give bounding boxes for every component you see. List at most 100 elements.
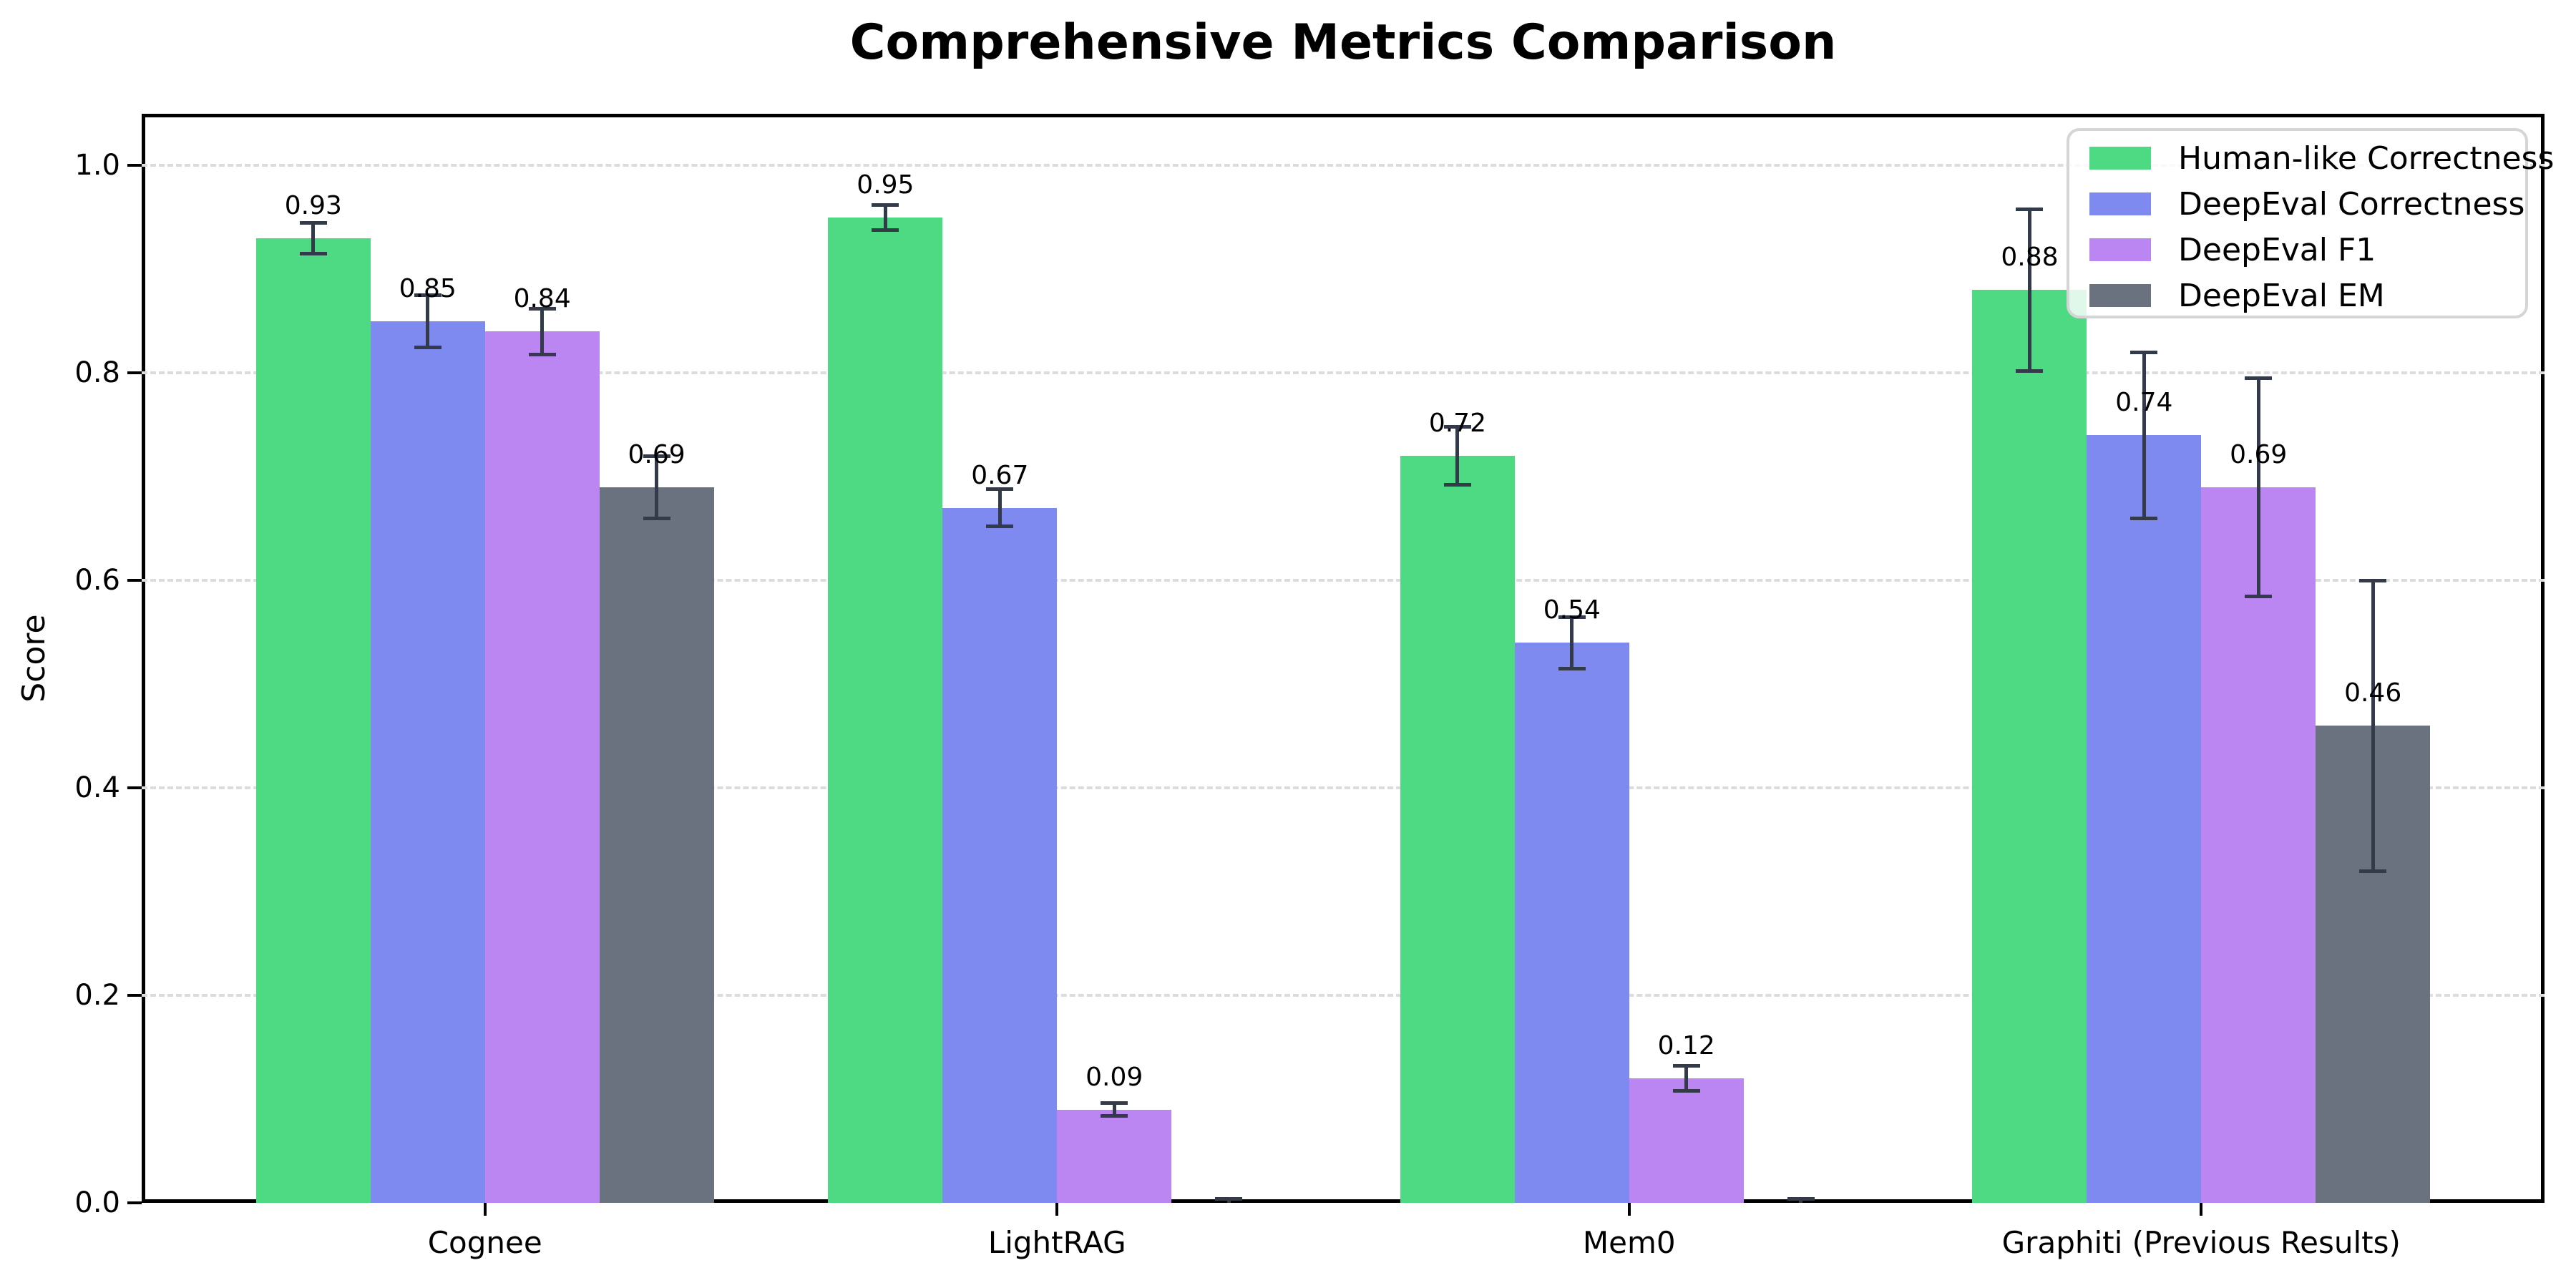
bar-value-label: 0.12	[1657, 1031, 1715, 1061]
error-bar-cap-top	[1101, 1101, 1128, 1106]
bar-value-label: 0.88	[2001, 243, 2059, 273]
bar	[1972, 290, 2087, 1203]
bar-value-label: 0.46	[2344, 678, 2402, 708]
legend-entry: DeepEval EM	[2069, 273, 2525, 318]
legend: Human-like Correctness DeepEval Correctne…	[2067, 128, 2554, 318]
error-bar-cap-bottom	[643, 516, 670, 520]
legend-label: Human-like Correctness	[2178, 140, 2555, 177]
error-bar-cap-top	[2016, 207, 2044, 211]
error-bar-cap-bottom	[1443, 483, 1471, 487]
error-bar	[540, 308, 545, 355]
x-tick-label: Graphiti (Previous Results)	[2001, 1225, 2401, 1260]
legend-label: DeepEval Correctness	[2178, 185, 2525, 223]
error-bar-cap-top	[1558, 615, 1586, 619]
bar-value-label: 0.74	[2115, 388, 2173, 418]
y-tick-label: 0.2	[74, 979, 120, 1013]
error-bar	[2142, 352, 2146, 519]
bar-value-label: 0.67	[971, 460, 1029, 490]
bar	[1057, 1109, 1172, 1203]
bar	[599, 487, 714, 1203]
legend-entry: DeepEval F1	[2069, 227, 2525, 273]
error-bar	[2256, 378, 2260, 597]
bar-value-label: 0.84	[513, 284, 571, 314]
error-bar-cap-bottom	[1558, 666, 1586, 670]
y-tick-mark	[127, 371, 142, 375]
error-bar	[1226, 1199, 1231, 1203]
error-bar-cap-top	[986, 487, 1014, 492]
error-bar	[1112, 1103, 1116, 1116]
legend-entry: DeepEval Correctness	[2069, 181, 2525, 227]
error-bar	[2027, 209, 2031, 371]
error-bar-cap-bottom	[528, 352, 556, 356]
legend-entry: Human-like Correctness	[2069, 135, 2554, 181]
bar	[484, 331, 600, 1203]
bar	[942, 507, 1058, 1203]
x-tick-label: Mem0	[1582, 1225, 1676, 1260]
error-bar-cap-bottom	[986, 525, 1014, 529]
gridline	[142, 164, 2545, 167]
error-bar-cap-bottom	[414, 345, 441, 349]
error-bar-cap-bottom	[1101, 1113, 1128, 1118]
error-bar-cap-top	[2359, 578, 2387, 582]
error-bar	[1570, 617, 1574, 669]
error-bar	[311, 223, 316, 254]
bar-value-label: 0.69	[628, 439, 686, 469]
y-tick-label: 0.8	[74, 356, 120, 390]
error-bar-cap-top	[1787, 1196, 1815, 1201]
error-bar-cap-top	[1672, 1064, 1700, 1068]
x-tick-label: Cognee	[427, 1225, 542, 1260]
bar-value-label: 0.93	[284, 190, 342, 220]
error-bar-cap-bottom	[2130, 516, 2158, 520]
error-bar-cap-top	[2130, 350, 2158, 354]
bar	[2201, 487, 2316, 1203]
bar-value-label: 0.95	[857, 170, 914, 200]
bar-value-label: 0.72	[1428, 409, 1486, 439]
x-tick-mark	[1627, 1203, 1631, 1216]
y-tick-label: 0.0	[74, 1186, 120, 1219]
error-bar-cap-bottom	[872, 228, 899, 232]
x-tick-mark	[483, 1203, 487, 1216]
legend-label: DeepEval EM	[2178, 277, 2385, 314]
legend-swatch	[2089, 147, 2151, 170]
bar	[255, 238, 371, 1203]
gridline	[142, 994, 2545, 997]
error-bar-cap-top	[1215, 1196, 1243, 1201]
bar	[1629, 1078, 1744, 1203]
error-bar	[655, 456, 659, 519]
error-bar	[1799, 1199, 1803, 1203]
bar	[2087, 435, 2202, 1203]
error-bar	[883, 205, 887, 230]
error-bar-cap-bottom	[299, 252, 327, 256]
y-tick-mark	[127, 579, 142, 582]
error-bar	[426, 295, 430, 348]
gridline	[142, 786, 2545, 790]
gridline	[142, 579, 2545, 582]
y-tick-mark	[127, 786, 142, 790]
y-tick-mark	[127, 164, 142, 167]
error-bar-cap-bottom	[2245, 594, 2273, 598]
y-tick-mark	[127, 994, 142, 997]
error-bar-cap-top	[1443, 425, 1471, 429]
y-tick-label: 0.6	[74, 564, 120, 597]
bar	[370, 321, 485, 1203]
legend-swatch	[2089, 192, 2151, 215]
error-bar	[1684, 1065, 1689, 1091]
chart-title: Comprehensive Metrics Comparison	[849, 14, 1837, 71]
gridline	[142, 371, 2545, 375]
error-bar-cap-bottom	[2359, 869, 2387, 873]
x-tick-mark	[1055, 1203, 1059, 1216]
legend-swatch	[2089, 238, 2151, 261]
bar	[1400, 456, 1515, 1203]
error-bar-cap-top	[872, 203, 899, 208]
bar-value-label: 0.69	[2230, 439, 2288, 469]
error-bar-cap-bottom	[1672, 1088, 1700, 1093]
y-tick-mark	[127, 1201, 142, 1204]
error-bar-cap-top	[528, 307, 556, 311]
legend-label: DeepEval F1	[2178, 231, 2376, 268]
plot-area	[142, 114, 2545, 1203]
error-bar-cap-top	[299, 220, 327, 225]
bar-value-label: 0.54	[1543, 595, 1601, 625]
legend-swatch	[2089, 284, 2151, 307]
error-bar	[2371, 580, 2375, 872]
